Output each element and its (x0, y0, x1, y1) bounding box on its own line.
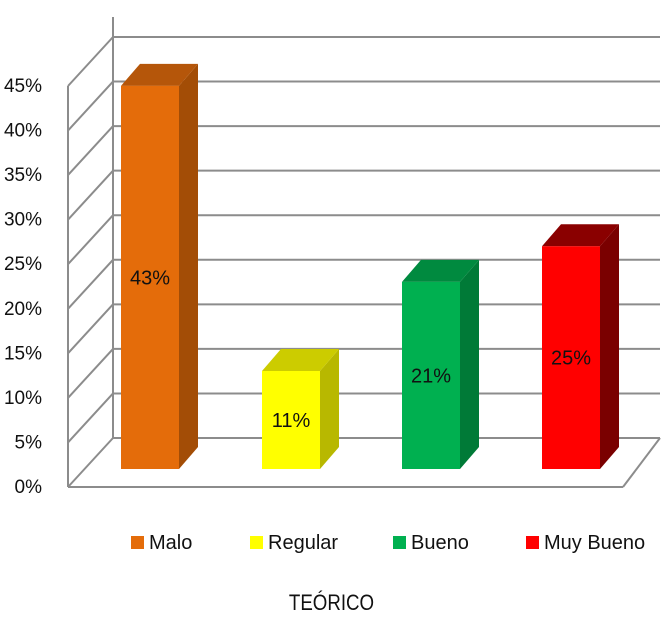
bar-top (542, 224, 619, 247)
y-tick-label: 5% (15, 432, 43, 453)
bar-side (460, 259, 479, 469)
bar-side (600, 224, 619, 469)
bar (402, 281, 460, 469)
gridline-depth (67, 348, 114, 399)
gridline-depth (67, 259, 114, 310)
legend-label: Bueno (411, 532, 469, 554)
gridline-depth (67, 125, 114, 176)
gridline-depth (67, 437, 114, 488)
bar (262, 370, 320, 469)
x-axis-title: TEÓRICO (288, 590, 375, 615)
bar-top (121, 63, 198, 86)
legend-label: Muy Bueno (544, 532, 645, 554)
bar-top (402, 259, 479, 282)
legend-swatch (250, 536, 263, 549)
data-label: 11% (272, 410, 311, 432)
gridline-depth (67, 36, 114, 87)
y-tick-label: 30% (4, 210, 42, 231)
floor-right-edge (622, 437, 661, 488)
gridline-depth (67, 303, 114, 355)
gridline-depth (67, 80, 114, 132)
data-label: 21% (411, 365, 451, 387)
gridline-depth (67, 392, 114, 444)
y-tick-label: 10% (4, 388, 42, 409)
gridline-depth (67, 214, 114, 265)
bar (121, 85, 179, 470)
gridline-depth (67, 169, 114, 221)
bar (542, 246, 600, 469)
legend-swatch (393, 536, 406, 549)
y-tick-label: 25% (4, 254, 42, 275)
bar-side (179, 63, 198, 469)
data-label: 25% (551, 348, 591, 370)
y-tick-label: 45% (4, 76, 42, 97)
y-tick-label: 0% (15, 477, 43, 498)
legend-swatch (131, 536, 144, 549)
y-tick-label: 15% (4, 343, 42, 364)
legend-label: Regular (268, 532, 338, 554)
legend-swatch (526, 536, 539, 549)
bar-side (320, 348, 339, 469)
legend-label: Malo (149, 532, 192, 554)
data-label: 43% (130, 267, 170, 289)
y-tick-label: 35% (4, 165, 42, 186)
y-tick-label: 20% (4, 299, 42, 320)
bar-top (262, 348, 339, 371)
y-tick-label: 40% (4, 121, 42, 142)
